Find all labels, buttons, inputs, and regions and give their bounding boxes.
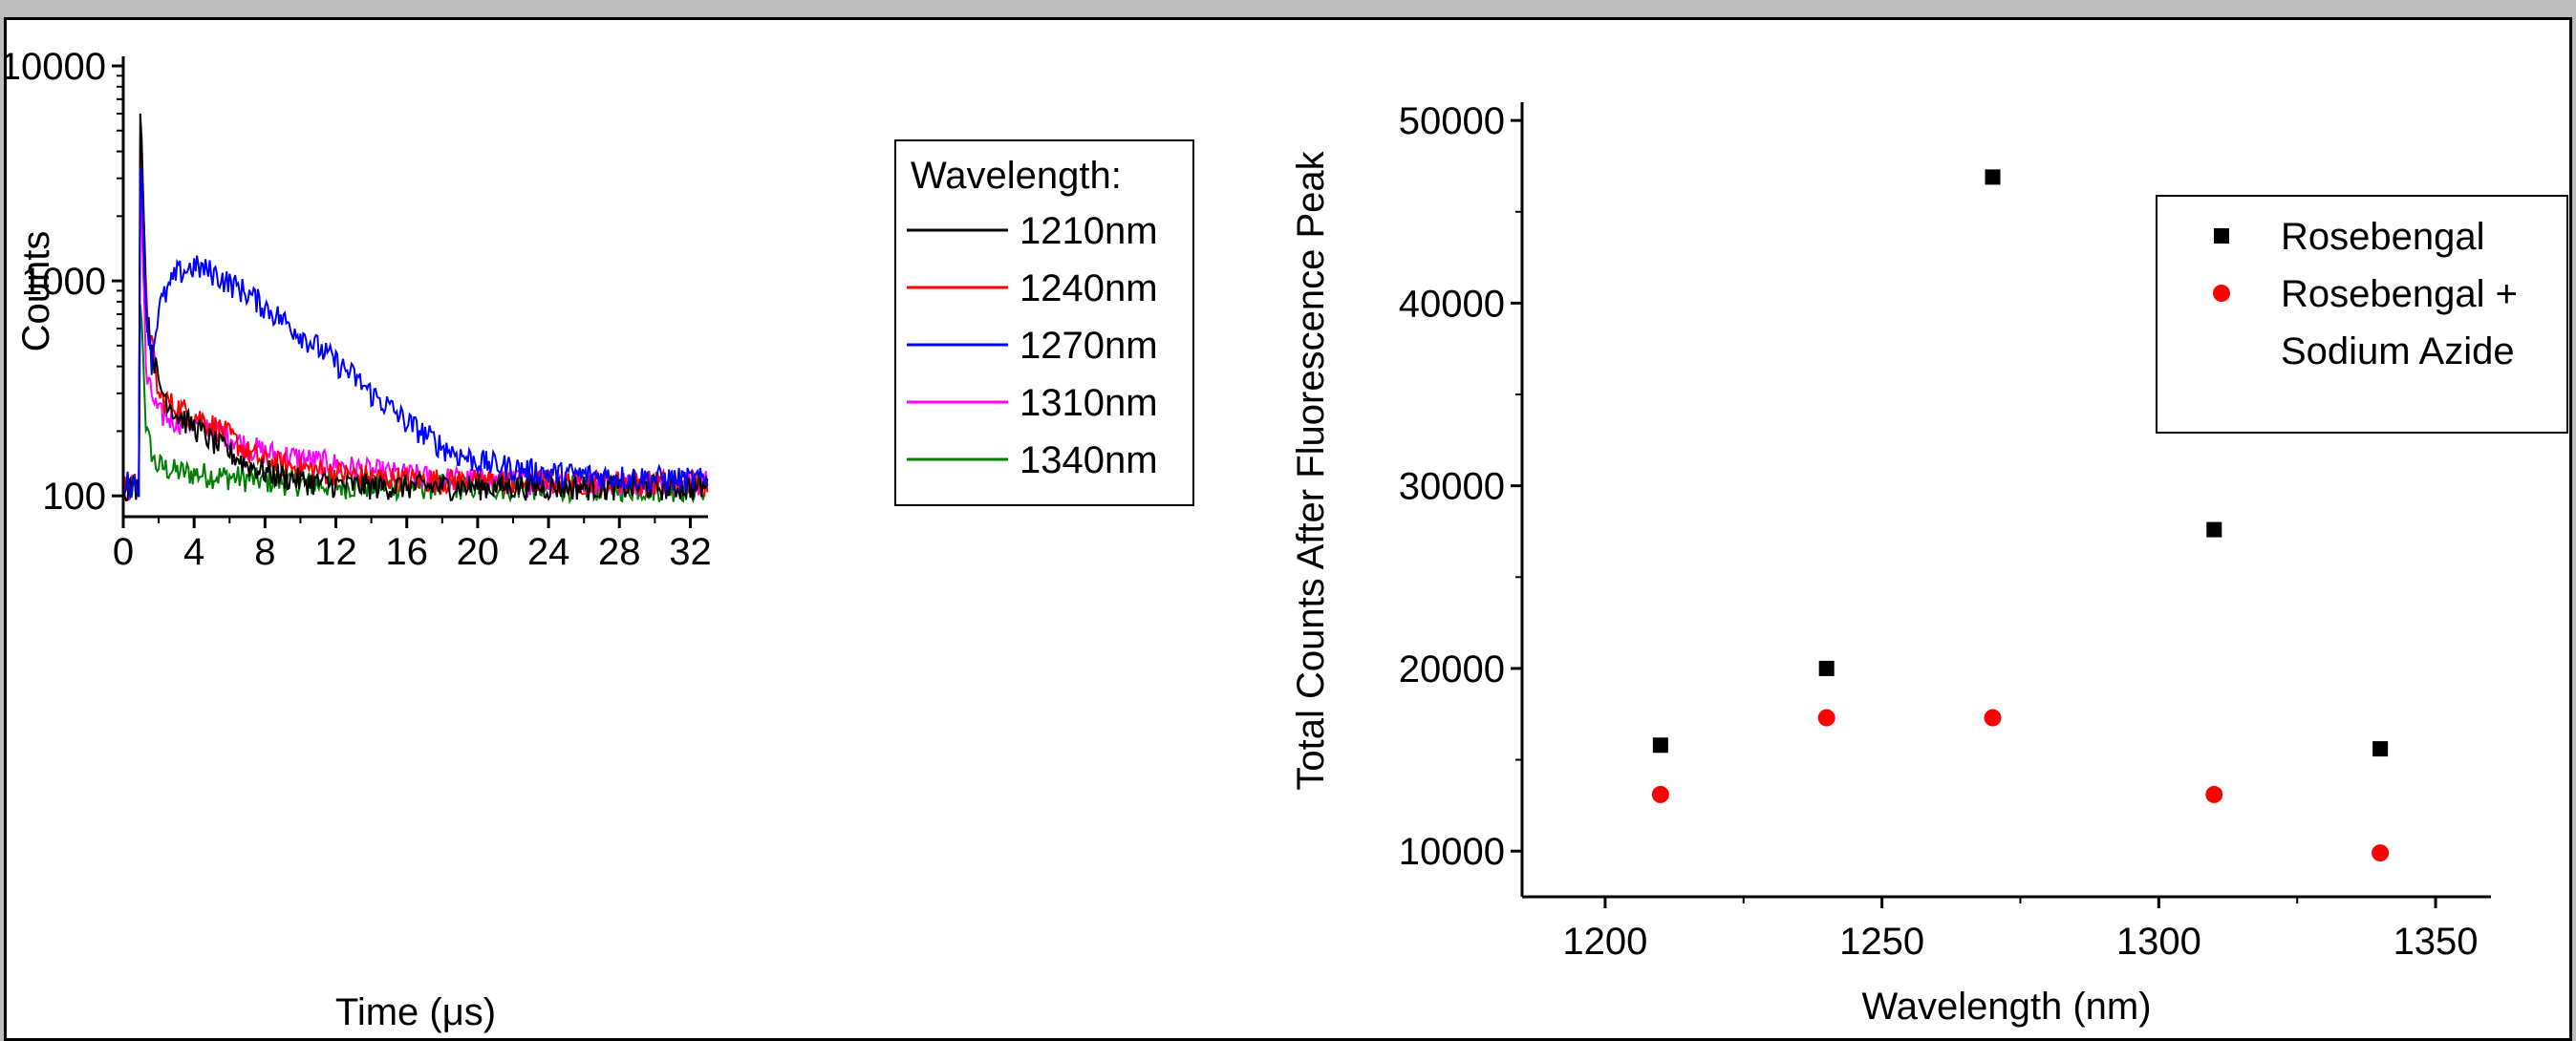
y-tick-label: 30000 <box>1399 466 1505 508</box>
figure-frame: 0 4 8 12 16 20 24 28 32 100 1000 10000 Time (μs) Co… <box>4 17 2572 1041</box>
right-ticks: 1200 1250 1300 1350 10000 20000 30000 40000 5000… <box>1399 100 2479 963</box>
legend-label: 1340nm <box>1020 439 1158 481</box>
time-decay-chart: 0 4 8 12 16 20 24 28 32 100 1000 10000 Time (μs) Co… <box>7 46 1194 1033</box>
legend-label: Rosebengal + <box>2281 273 2518 315</box>
x-tick-label: 20 <box>457 531 500 573</box>
x-tick-label: 32 <box>669 531 712 573</box>
left-x-axis-title: Time (μs) <box>335 991 496 1033</box>
point-rosebengal-azide <box>1817 709 1835 727</box>
point-rosebengal <box>1818 660 1835 676</box>
legend-label: 1240nm <box>1020 267 1158 309</box>
x-tick-label: 24 <box>527 531 570 573</box>
legend-marker-rosebengal-azide <box>2213 285 2230 302</box>
y-tick-label: 50000 <box>1399 100 1505 142</box>
y-tick-label: 100 <box>42 476 106 518</box>
point-rosebengal <box>1985 169 2001 185</box>
y-tick-label: 10000 <box>7 46 106 88</box>
y-tick-label: 1000 <box>21 261 106 303</box>
legend-label: 1210nm <box>1020 210 1158 252</box>
decay-series-group <box>122 113 709 505</box>
point-rosebengal-azide <box>2205 785 2223 803</box>
point-rosebengal-azide <box>2372 844 2390 862</box>
y-tick-label: 40000 <box>1399 283 1505 325</box>
wavelength-legend-box <box>894 139 1194 506</box>
figure-canvas: 0 4 8 12 16 20 24 28 32 100 1000 10000 Time (μs) Co… <box>7 46 2568 1033</box>
point-rosebengal-azide <box>1651 785 1669 803</box>
point-rosebengal <box>2372 741 2389 757</box>
series-line-1240nm <box>122 140 709 498</box>
x-tick-label: 12 <box>314 531 357 573</box>
y-tick-label: 10000 <box>1399 831 1505 873</box>
point-rosebengal <box>2206 521 2222 538</box>
total-counts-chart: 1200 1250 1300 1350 10000 20000 30000 40000 5000… <box>1290 100 2568 1028</box>
legend-label: Rosebengal <box>2281 216 2485 258</box>
x-tick-label: 4 <box>183 531 204 573</box>
x-tick-label: 8 <box>254 531 275 573</box>
point-rosebengal-azide <box>1984 709 2002 727</box>
x-tick-label: 28 <box>598 531 641 573</box>
left-y-axis-title: Counts <box>15 231 57 352</box>
x-tick-label: 0 <box>113 531 134 573</box>
legend-label: Sodium Azide <box>2281 330 2515 372</box>
legend-title: Wavelength: <box>911 155 1122 197</box>
right-y-axis-title: Total Counts After Fluorescence Peak <box>1290 150 1332 790</box>
point-rosebengal <box>1652 737 1668 754</box>
y-tick-label: 20000 <box>1399 648 1505 690</box>
legend-marker-rosebengal <box>2214 228 2229 244</box>
series-line-1210nm <box>122 113 709 502</box>
left-ticks: 0 4 8 12 16 20 24 28 32 100 1000 10000 <box>7 46 712 573</box>
series-line-1270nm <box>122 166 709 500</box>
scatter-points-group <box>1651 169 2390 862</box>
x-tick-label: 16 <box>385 531 428 573</box>
x-tick-label: 1300 <box>2116 921 2201 963</box>
legend-label: 1270nm <box>1020 325 1158 367</box>
series-line-1310nm <box>122 195 709 500</box>
x-tick-label: 1250 <box>1839 921 1924 963</box>
x-tick-label: 1200 <box>1562 921 1647 963</box>
legend-label: 1310nm <box>1020 382 1158 424</box>
sample-legend: Rosebengal Rosebengal + Sodium Azide <box>2156 195 2568 434</box>
x-tick-label: 1350 <box>2394 921 2479 963</box>
right-x-axis-title: Wavelength (nm) <box>1861 986 2151 1028</box>
wavelength-legend: Wavelength: 1210nm 1240nm 1270nm 1310nm 1340… <box>894 139 1194 506</box>
